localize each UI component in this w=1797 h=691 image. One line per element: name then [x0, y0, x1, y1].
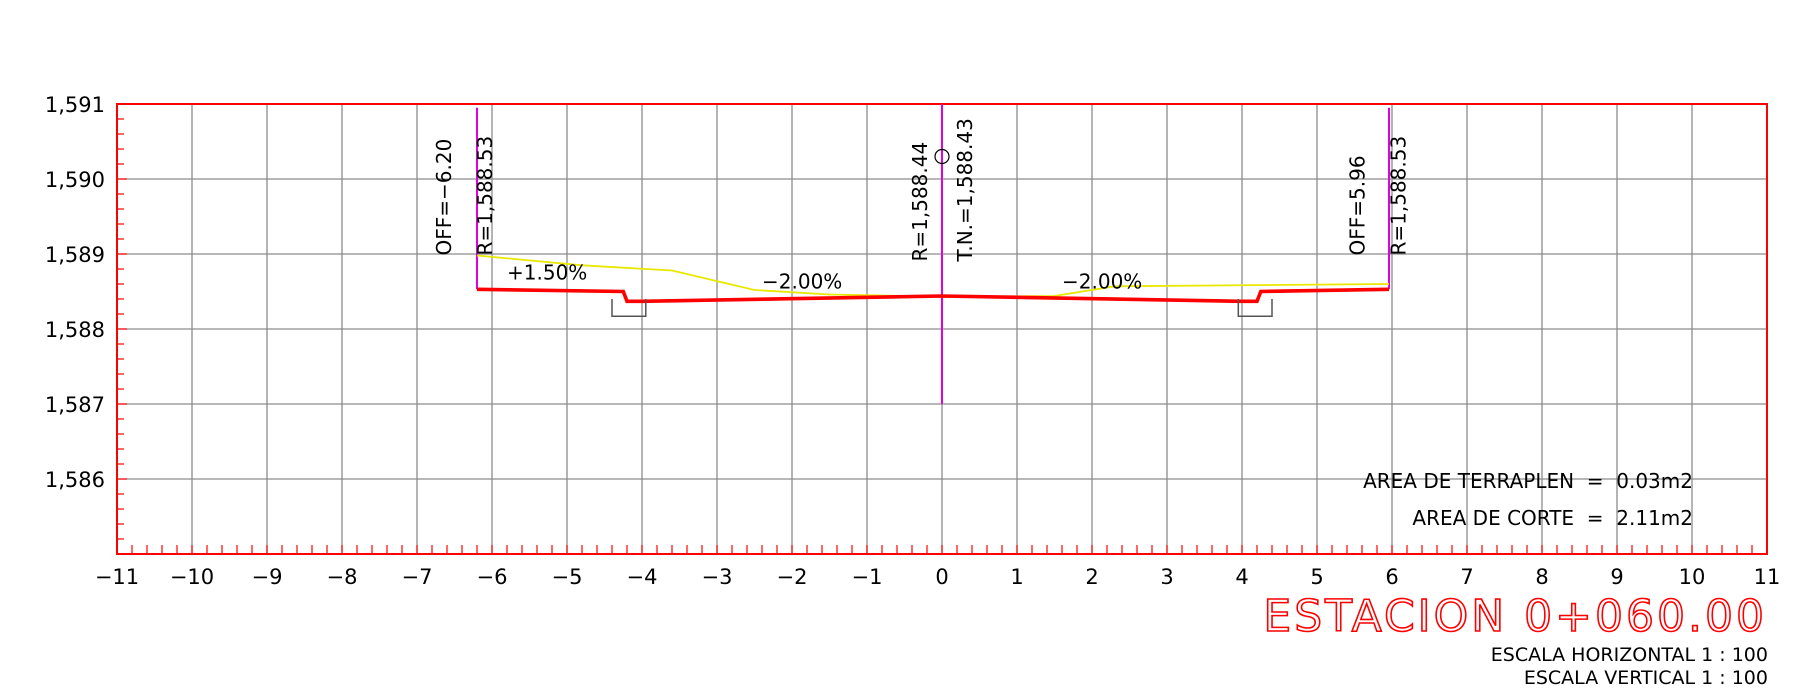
series-existing-ground [476, 254, 1390, 298]
y-tick-label: 1,586 [45, 468, 105, 492]
vertical-annotation: OFF=−6.20 [432, 139, 456, 256]
slope-label: +1.50% [507, 261, 587, 285]
series-right-ditch [1237, 299, 1273, 317]
y-tick-label: 1,591 [45, 93, 105, 117]
x-tick-label: −8 [327, 565, 358, 589]
plot-labels: −11 −10 −9 −8 −7 −6 −5 −4 −3 −2 −1 0 1 2 3 4 5 6 7 8 9 10 111,… [45, 93, 1780, 589]
x-tick-label: −3 [702, 565, 733, 589]
area-cut-label: AREA DE CORTE = 2.11m2 [1412, 506, 1693, 530]
slope-label: −2.00% [762, 270, 842, 294]
scale-vertical: ESCALA VERTICAL 1 : 100 [1524, 667, 1768, 689]
x-tick-label: 3 [1160, 565, 1173, 589]
vertical-annotation: R=1,588.53 [1387, 136, 1411, 256]
scale-horizontal: ESCALA HORIZONTAL 1 : 100 [1491, 644, 1768, 666]
y-tick-label: 1,590 [45, 168, 105, 192]
x-tick-label: −10 [170, 565, 214, 589]
plot-marks [476, 104, 1390, 404]
station-title: ESTACION 0+060.00 [1263, 591, 1767, 642]
x-tick-label: −6 [477, 565, 508, 589]
x-tick-label: −9 [252, 565, 283, 589]
y-tick-label: 1,587 [45, 393, 105, 417]
x-tick-label: 2 [1085, 565, 1098, 589]
x-tick-label: 1 [1010, 565, 1023, 589]
slope-label: −2.00% [1062, 270, 1142, 294]
vertical-annotation: OFF=5.96 [1345, 155, 1369, 255]
x-tick-label: 5 [1310, 565, 1323, 589]
x-tick-label: −5 [552, 565, 583, 589]
area-fill-label: AREA DE TERRAPLEN = 0.03m2 [1363, 469, 1693, 493]
x-tick-label: −4 [627, 565, 658, 589]
vertical-annotation: R=1,588.44 [908, 142, 932, 262]
x-tick-label: −7 [402, 565, 433, 589]
x-tick-label: 11 [1754, 565, 1781, 589]
x-tick-label: 4 [1235, 565, 1248, 589]
x-tick-label: 8 [1535, 565, 1548, 589]
centerline-circle-icon [934, 148, 950, 165]
x-tick-label: 6 [1385, 565, 1398, 589]
series-left-ditch [611, 299, 647, 317]
x-tick-label: −11 [95, 565, 139, 589]
x-tick-label: 10 [1679, 565, 1706, 589]
x-tick-label: 0 [935, 565, 948, 589]
x-tick-label: −2 [777, 565, 808, 589]
vertical-annotation: T.N.=1,588.43 [953, 118, 977, 262]
x-tick-label: 7 [1460, 565, 1473, 589]
series-design-section [476, 287, 1390, 304]
x-tick-label: 9 [1610, 565, 1623, 589]
y-tick-label: 1,588 [45, 318, 105, 342]
x-tick-label: −1 [852, 565, 883, 589]
y-tick-label: 1,589 [45, 243, 105, 267]
vertical-annotation: R=1,588.53 [473, 136, 497, 256]
